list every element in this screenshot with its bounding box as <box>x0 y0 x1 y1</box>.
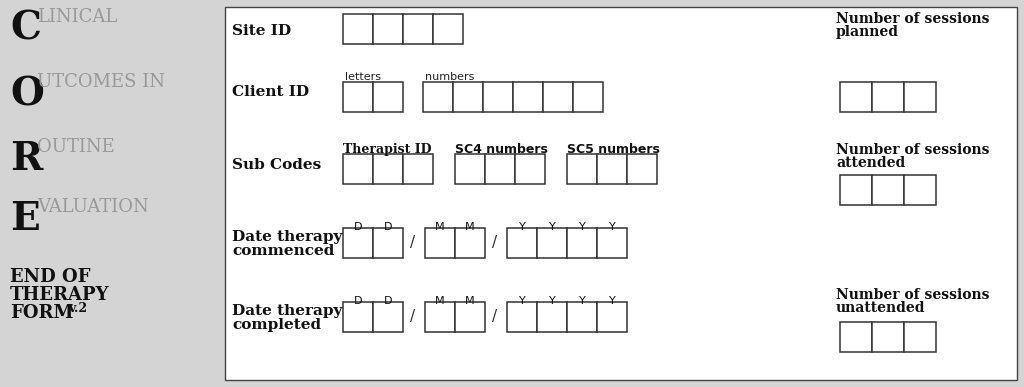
Bar <box>513 82 543 112</box>
Text: commenced: commenced <box>232 244 335 258</box>
Bar <box>453 82 483 112</box>
Bar <box>343 302 373 332</box>
Text: /: / <box>493 236 498 250</box>
Text: Y: Y <box>549 222 555 232</box>
Bar <box>373 82 403 112</box>
Text: LINICAL: LINICAL <box>37 8 118 26</box>
Bar <box>840 82 872 112</box>
Text: Y: Y <box>608 296 615 306</box>
Text: END OF: END OF <box>10 268 90 286</box>
Bar <box>483 82 513 112</box>
Bar <box>507 228 537 258</box>
Text: SC4 numbers: SC4 numbers <box>455 143 548 156</box>
Text: VALUATION: VALUATION <box>37 198 148 216</box>
Text: Y: Y <box>579 222 586 232</box>
Text: Y: Y <box>608 222 615 232</box>
Bar <box>343 228 373 258</box>
Bar <box>904 322 936 352</box>
Bar <box>373 228 403 258</box>
Text: letters: letters <box>345 72 381 82</box>
Bar <box>597 228 627 258</box>
Bar <box>433 14 463 44</box>
Text: SC5 numbers: SC5 numbers <box>567 143 659 156</box>
Text: Y: Y <box>579 296 586 306</box>
Bar <box>343 154 373 184</box>
Text: Site ID: Site ID <box>232 24 291 38</box>
Text: D: D <box>384 296 392 306</box>
Text: Client ID: Client ID <box>232 85 309 99</box>
Text: Date therapy: Date therapy <box>232 230 342 244</box>
Bar <box>573 82 603 112</box>
Text: M: M <box>465 296 475 306</box>
Text: C: C <box>10 10 41 48</box>
Text: Y: Y <box>549 296 555 306</box>
Bar <box>403 154 433 184</box>
Bar <box>840 322 872 352</box>
Text: FORM: FORM <box>10 304 74 322</box>
Text: Therapist ID: Therapist ID <box>343 143 431 156</box>
Bar <box>904 175 936 205</box>
Bar <box>515 154 545 184</box>
Bar <box>904 82 936 112</box>
Text: Sub Codes: Sub Codes <box>232 158 322 172</box>
Text: completed: completed <box>232 318 322 332</box>
Bar <box>537 228 567 258</box>
Bar <box>872 175 904 205</box>
Bar <box>373 302 403 332</box>
Bar <box>537 302 567 332</box>
Bar <box>485 154 515 184</box>
Bar <box>403 14 433 44</box>
Text: M: M <box>435 296 444 306</box>
Bar <box>373 154 403 184</box>
Bar <box>567 302 597 332</box>
Text: planned: planned <box>836 25 899 39</box>
Text: /: / <box>411 236 416 250</box>
Text: THERAPY: THERAPY <box>10 286 110 304</box>
Text: D: D <box>384 222 392 232</box>
Bar <box>567 228 597 258</box>
Text: /: / <box>493 310 498 325</box>
Text: Number of sessions: Number of sessions <box>836 12 989 26</box>
Bar <box>225 7 1017 380</box>
Text: E: E <box>10 200 40 238</box>
Text: numbers: numbers <box>425 72 474 82</box>
Bar <box>597 154 627 184</box>
Text: unattended: unattended <box>836 301 926 315</box>
Text: Y: Y <box>518 222 525 232</box>
Text: UTCOMES IN: UTCOMES IN <box>37 73 165 91</box>
Bar <box>423 82 453 112</box>
Bar <box>455 154 485 184</box>
Bar <box>425 228 455 258</box>
Bar <box>872 82 904 112</box>
Bar <box>343 14 373 44</box>
Text: Number of sessions: Number of sessions <box>836 143 989 157</box>
Bar <box>343 82 373 112</box>
Bar <box>567 154 597 184</box>
Text: Date therapy: Date therapy <box>232 304 342 318</box>
Bar <box>425 302 455 332</box>
Bar <box>507 302 537 332</box>
Text: D: D <box>353 296 362 306</box>
Bar <box>840 175 872 205</box>
Text: OUTINE: OUTINE <box>37 138 115 156</box>
Text: R: R <box>10 140 42 178</box>
Text: M: M <box>435 222 444 232</box>
Text: Number of sessions: Number of sessions <box>836 288 989 302</box>
Text: Y: Y <box>518 296 525 306</box>
Bar <box>373 14 403 44</box>
Text: O: O <box>10 75 44 113</box>
Bar <box>543 82 573 112</box>
Text: attended: attended <box>836 156 905 170</box>
Text: v.2: v.2 <box>68 302 87 315</box>
Bar <box>455 228 485 258</box>
Bar <box>872 322 904 352</box>
Text: M: M <box>465 222 475 232</box>
Bar <box>455 302 485 332</box>
Bar <box>597 302 627 332</box>
Bar <box>627 154 657 184</box>
Text: /: / <box>411 310 416 325</box>
Text: D: D <box>353 222 362 232</box>
